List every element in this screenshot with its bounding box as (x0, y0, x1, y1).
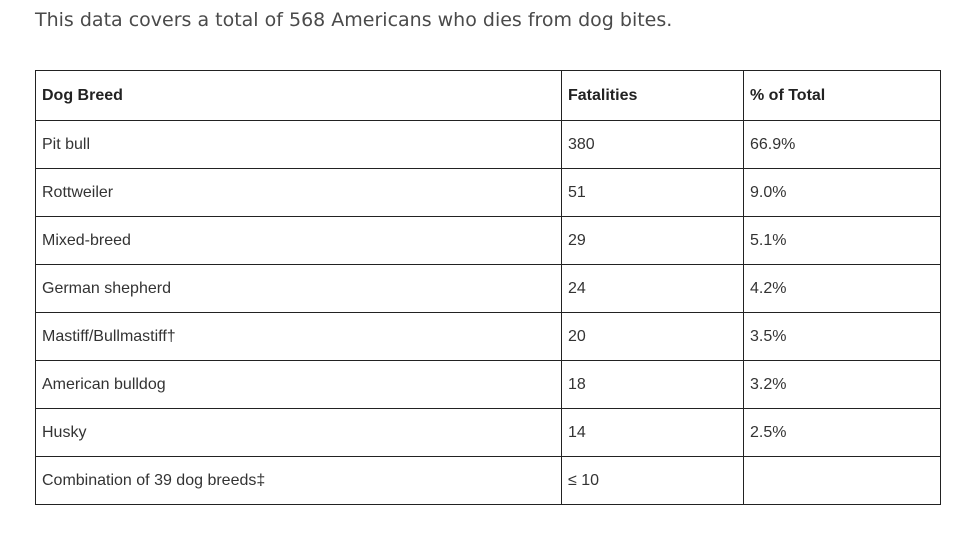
table-row: Mastiff/Bullmastiff† 20 3.5% (35, 312, 941, 361)
percent-cell: 2.5% (743, 408, 941, 457)
table-row: Pit bull 380 66.9% (35, 120, 941, 169)
breed-cell: Husky (35, 408, 562, 457)
table-row: Mixed-breed 29 5.1% (35, 216, 941, 265)
dog-bite-fatalities-table: Dog Breed Fatalities % of Total Pit bull… (35, 70, 941, 505)
percent-cell: 5.1% (743, 216, 941, 265)
table-row: American bulldog 18 3.2% (35, 360, 941, 409)
breed-cell: Combination of 39 dog breeds‡ (35, 456, 562, 505)
table-row: Combination of 39 dog breeds‡ ≤ 10 (35, 456, 941, 505)
fatalities-cell: 380 (561, 120, 744, 169)
fatalities-cell: 29 (561, 216, 744, 265)
breed-cell: Pit bull (35, 120, 562, 169)
percent-cell: 3.5% (743, 312, 941, 361)
intro-text: This data covers a total of 568 American… (35, 9, 673, 31)
fatalities-cell: 14 (561, 408, 744, 457)
breed-cell: Rottweiler (35, 168, 562, 217)
breed-cell: German shepherd (35, 264, 562, 313)
percent-cell: 4.2% (743, 264, 941, 313)
table-header-row: Dog Breed Fatalities % of Total (35, 70, 941, 121)
table-row: German shepherd 24 4.2% (35, 264, 941, 313)
fatalities-cell: 20 (561, 312, 744, 361)
fatalities-cell: ≤ 10 (561, 456, 744, 505)
percent-cell (743, 456, 941, 505)
percent-cell: 3.2% (743, 360, 941, 409)
fatalities-cell: 24 (561, 264, 744, 313)
header-percent-of-total: % of Total (743, 70, 941, 121)
table-row: Rottweiler 51 9.0% (35, 168, 941, 217)
breed-cell: Mastiff/Bullmastiff† (35, 312, 562, 361)
breed-cell: American bulldog (35, 360, 562, 409)
table-row: Husky 14 2.5% (35, 408, 941, 457)
fatalities-cell: 18 (561, 360, 744, 409)
header-dog-breed: Dog Breed (35, 70, 562, 121)
percent-cell: 9.0% (743, 168, 941, 217)
header-fatalities: Fatalities (561, 70, 744, 121)
fatalities-cell: 51 (561, 168, 744, 217)
percent-cell: 66.9% (743, 120, 941, 169)
breed-cell: Mixed-breed (35, 216, 562, 265)
